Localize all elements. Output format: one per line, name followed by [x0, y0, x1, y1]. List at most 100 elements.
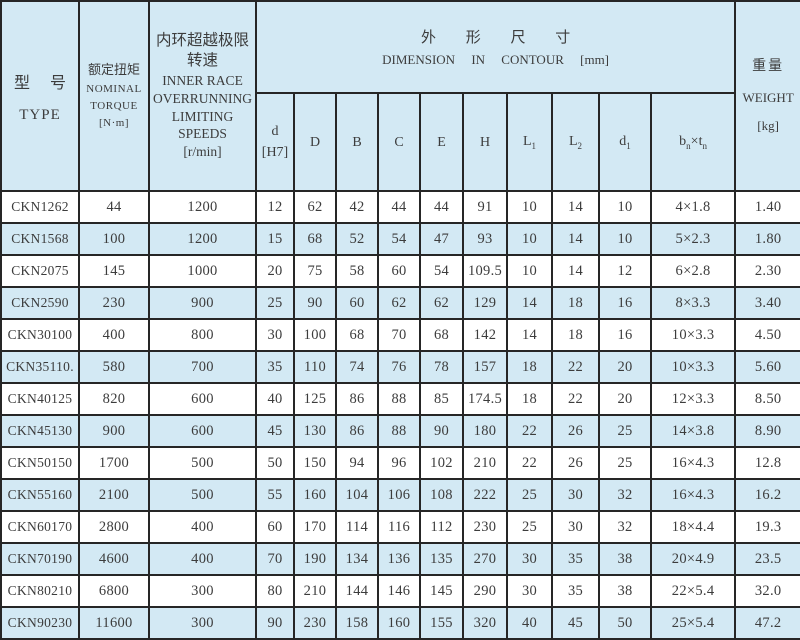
- value-cell: 40: [255, 382, 295, 416]
- type-cell: CKN40125: [0, 382, 80, 416]
- value-cell: 76: [377, 350, 421, 384]
- header-dimension-in-contour: 外 形 尺 寸 DIMENSION IN CONTOUR [mm]: [254, 0, 737, 94]
- value-cell: 1700: [78, 446, 150, 480]
- value-cell: 100: [78, 222, 150, 256]
- value-cell: 20×4.9: [649, 542, 737, 576]
- table-row: CKN60170 2800 400 60 170 114 116 112 230 25 30 32 18…: [0, 510, 800, 544]
- value-cell: 1200: [148, 190, 257, 224]
- value-cell: 125: [293, 382, 337, 416]
- value-cell: 18: [506, 350, 553, 384]
- value-cell: 10: [598, 190, 652, 224]
- value-cell: 22: [551, 382, 600, 416]
- value-cell: 18: [506, 382, 553, 416]
- value-cell: 180: [462, 414, 508, 448]
- value-cell: 10: [506, 190, 553, 224]
- value-cell: 116: [377, 510, 421, 544]
- value-cell: 108: [419, 478, 464, 512]
- value-cell: 6×2.8: [649, 254, 737, 288]
- type-cell: CKN80210: [0, 574, 80, 608]
- type-cell: CKN35110.: [0, 350, 80, 384]
- value-cell: 16: [598, 318, 652, 352]
- value-cell: 55: [255, 478, 295, 512]
- header-weight: 重量 WEIGHT [kg]: [734, 0, 800, 192]
- dim-header-D: D: [293, 92, 337, 192]
- value-cell: 230: [293, 606, 337, 640]
- value-cell: 4.50: [734, 318, 800, 352]
- table-row: CKN1568 100 1200 15 68 52 54 47 93 10 14 10 5×2.3 1.8…: [0, 222, 800, 256]
- value-cell: 44: [419, 190, 464, 224]
- value-cell: 23.5: [734, 542, 800, 576]
- value-cell: 58: [335, 254, 379, 288]
- value-cell: 160: [377, 606, 421, 640]
- header-speed-zh: 内环超越极限转速: [155, 32, 249, 70]
- value-cell: 80: [255, 574, 295, 608]
- value-cell: 10: [506, 254, 553, 288]
- value-cell: 93: [462, 222, 508, 256]
- value-cell: 104: [335, 478, 379, 512]
- value-cell: 135: [419, 542, 464, 576]
- value-cell: 35: [551, 542, 600, 576]
- value-cell: 110: [293, 350, 337, 384]
- value-cell: 400: [148, 510, 257, 544]
- value-cell: 12: [598, 254, 652, 288]
- value-cell: 230: [78, 286, 150, 320]
- value-cell: 12×3.3: [649, 382, 737, 416]
- value-cell: 96: [377, 446, 421, 480]
- header-weight-en: WEIGHT: [742, 89, 794, 105]
- type-cell: CKN2590: [0, 286, 80, 320]
- dim-header-H: H: [462, 92, 508, 192]
- table-row: CKN40125 820 600 40 125 86 88 85 174.5 18 22 20 12×3…: [0, 382, 800, 416]
- value-cell: 75: [293, 254, 337, 288]
- value-cell: 5×2.3: [649, 222, 737, 256]
- value-cell: 900: [148, 286, 257, 320]
- header-dimension-zh: 外 形 尺 寸: [420, 30, 571, 46]
- value-cell: 1000: [148, 254, 257, 288]
- value-cell: 210: [293, 574, 337, 608]
- header-torque-zh: 额定扭矩: [87, 62, 140, 78]
- dim-header-bn-tn: bn×tn: [649, 92, 737, 192]
- value-cell: 16×4.3: [649, 446, 737, 480]
- header-nominal-torque: 额定扭矩 NOMINAL TORQUE [N·m]: [78, 0, 150, 192]
- value-cell: 16: [598, 286, 652, 320]
- header-torque-unit: [N·m]: [99, 116, 129, 129]
- dim-header-C: C: [377, 92, 421, 192]
- value-cell: 42: [335, 190, 379, 224]
- value-cell: 18×4.4: [649, 510, 737, 544]
- table-row: CKN2590 230 900 25 90 60 62 62 129 14 18 16 8×3.3 3.4…: [0, 286, 800, 320]
- table-row: CKN55160 2100 500 55 160 104 106 108 222 25 30 32 16…: [0, 478, 800, 512]
- value-cell: 62: [293, 190, 337, 224]
- value-cell: 86: [335, 414, 379, 448]
- value-cell: 700: [148, 350, 257, 384]
- value-cell: 60: [335, 286, 379, 320]
- value-cell: 32.0: [734, 574, 800, 608]
- table-row: CKN30100 400 800 30 100 68 70 68 142 14 18 16 10×3.3…: [0, 318, 800, 352]
- header-dimension-en: DIMENSION IN CONTOUR [mm]: [382, 52, 610, 67]
- value-cell: 30: [551, 478, 600, 512]
- value-cell: 88: [377, 414, 421, 448]
- value-cell: 320: [462, 606, 508, 640]
- value-cell: 155: [419, 606, 464, 640]
- value-cell: 580: [78, 350, 150, 384]
- value-cell: 16×4.3: [649, 478, 737, 512]
- value-cell: 14×3.8: [649, 414, 737, 448]
- value-cell: 500: [148, 446, 257, 480]
- value-cell: 170: [293, 510, 337, 544]
- type-cell: CKN90230: [0, 606, 80, 640]
- value-cell: 32: [598, 510, 652, 544]
- header-torque-en-2: TORQUE: [90, 99, 138, 112]
- header-speed-en-1: INNER RACE: [162, 72, 243, 88]
- type-cell: CKN1262: [0, 190, 80, 224]
- value-cell: 60: [377, 254, 421, 288]
- value-cell: 18: [551, 286, 600, 320]
- value-cell: 500: [148, 478, 257, 512]
- value-cell: 109.5: [462, 254, 508, 288]
- value-cell: 44: [377, 190, 421, 224]
- dim-header-d1: d1: [598, 92, 652, 192]
- value-cell: 1200: [148, 222, 257, 256]
- value-cell: 78: [419, 350, 464, 384]
- type-cell: CKN60170: [0, 510, 80, 544]
- value-cell: 25: [598, 414, 652, 448]
- header-speed-en-3: LIMITING SPEEDS: [171, 108, 234, 142]
- value-cell: 270: [462, 542, 508, 576]
